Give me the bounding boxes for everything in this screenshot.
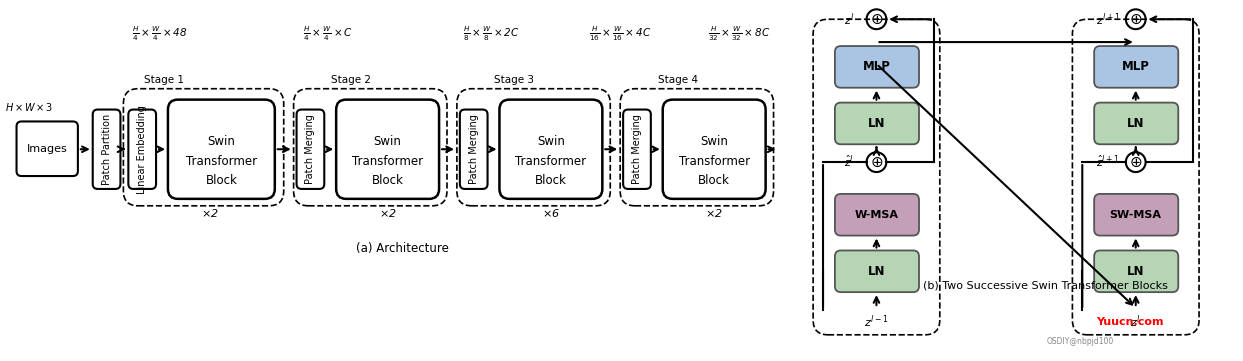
Text: Swin: Swin [700, 135, 728, 148]
Text: MLP: MLP [1121, 60, 1150, 73]
Text: (a) Architecture: (a) Architecture [355, 242, 449, 255]
FancyBboxPatch shape [1094, 46, 1178, 88]
Text: Stage 2: Stage 2 [331, 75, 370, 85]
Text: Patch Merging: Patch Merging [631, 114, 641, 184]
Text: Linear Embedding: Linear Embedding [137, 105, 147, 194]
Text: $\times$6: $\times$6 [542, 207, 559, 219]
Text: $H\times W\times 3$: $H\times W\times 3$ [5, 101, 53, 113]
FancyBboxPatch shape [336, 100, 439, 199]
FancyBboxPatch shape [835, 194, 919, 236]
FancyBboxPatch shape [835, 103, 919, 144]
Text: $\frac{H}{32}\times\frac{W}{32}\times$8C: $\frac{H}{32}\times\frac{W}{32}\times$8C [707, 25, 771, 43]
Text: MLP: MLP [863, 60, 890, 73]
Text: Block: Block [372, 174, 404, 187]
Text: $\frac{H}{16}\times\frac{W}{16}\times$4C: $\frac{H}{16}\times\frac{W}{16}\times$4C [589, 25, 651, 43]
FancyBboxPatch shape [297, 109, 324, 189]
Text: $\oplus$: $\oplus$ [870, 155, 883, 170]
Text: Block: Block [205, 174, 237, 187]
Text: $z^{l+1}$: $z^{l+1}$ [1096, 11, 1120, 27]
Text: SW-MSA: SW-MSA [1110, 210, 1162, 220]
FancyBboxPatch shape [1094, 103, 1178, 144]
Text: $\frac{H}{4}\times\frac{W}{4}\times$C: $\frac{H}{4}\times\frac{W}{4}\times$C [303, 25, 353, 43]
Text: Transformer: Transformer [185, 155, 257, 168]
Text: $\times$2: $\times$2 [379, 207, 397, 219]
Text: $\frac{H}{8}\times\frac{W}{8}\times$2C: $\frac{H}{8}\times\frac{W}{8}\times$2C [464, 25, 520, 43]
Text: Transformer: Transformer [352, 155, 423, 168]
Text: $\frac{H}{4}\times\frac{W}{4}\times$48: $\frac{H}{4}\times\frac{W}{4}\times$48 [132, 25, 188, 43]
Text: Swin: Swin [208, 135, 235, 148]
Text: Yuucn.com: Yuucn.com [1096, 317, 1163, 327]
Text: LN: LN [868, 117, 885, 130]
FancyBboxPatch shape [460, 109, 487, 189]
FancyBboxPatch shape [663, 100, 766, 199]
Text: Transformer: Transformer [516, 155, 587, 168]
Text: LN: LN [1127, 117, 1145, 130]
Text: Block: Block [699, 174, 730, 187]
FancyBboxPatch shape [623, 109, 651, 189]
Text: LN: LN [868, 265, 885, 278]
Text: $\times$2: $\times$2 [200, 207, 219, 219]
FancyBboxPatch shape [128, 109, 157, 189]
Text: OSDIY@nbpjd100: OSDIY@nbpjd100 [1047, 337, 1114, 346]
Text: Patch Merging: Patch Merging [469, 114, 479, 184]
Text: $z^{l-1}$: $z^{l-1}$ [864, 314, 889, 330]
FancyBboxPatch shape [168, 100, 275, 199]
FancyBboxPatch shape [1094, 251, 1178, 292]
Text: Patch Partition: Patch Partition [102, 114, 112, 185]
Text: W-MSA: W-MSA [854, 210, 899, 220]
Text: Patch Merging: Patch Merging [306, 114, 316, 184]
Text: Block: Block [534, 174, 567, 187]
Text: Swin: Swin [537, 135, 564, 148]
Text: Stage 3: Stage 3 [495, 75, 534, 85]
Text: (b) Two Successive Swin Transformer Blocks: (b) Two Successive Swin Transformer Bloc… [924, 280, 1168, 290]
FancyBboxPatch shape [16, 121, 78, 176]
FancyBboxPatch shape [835, 251, 919, 292]
FancyBboxPatch shape [500, 100, 603, 199]
Text: $\times$2: $\times$2 [705, 207, 723, 219]
Text: LN: LN [1127, 265, 1145, 278]
Text: $\oplus$: $\oplus$ [1129, 12, 1142, 27]
Text: Images: Images [27, 144, 67, 154]
Text: Stage 4: Stage 4 [658, 75, 697, 85]
FancyBboxPatch shape [93, 109, 121, 189]
FancyBboxPatch shape [835, 46, 919, 88]
Text: Swin: Swin [374, 135, 401, 148]
Text: Stage 1: Stage 1 [144, 75, 184, 85]
Text: $\hat{z}^{l+1}$: $\hat{z}^{l+1}$ [1096, 154, 1120, 170]
Text: $\hat{z}^{l}$: $\hat{z}^{l}$ [844, 154, 854, 170]
Text: $\oplus$: $\oplus$ [1129, 155, 1142, 170]
Text: $z^{l}$: $z^{l}$ [1130, 314, 1141, 330]
FancyBboxPatch shape [1094, 194, 1178, 236]
Text: $\oplus$: $\oplus$ [870, 12, 883, 27]
Text: Transformer: Transformer [679, 155, 750, 168]
Text: $z^{l}$: $z^{l}$ [844, 11, 854, 27]
